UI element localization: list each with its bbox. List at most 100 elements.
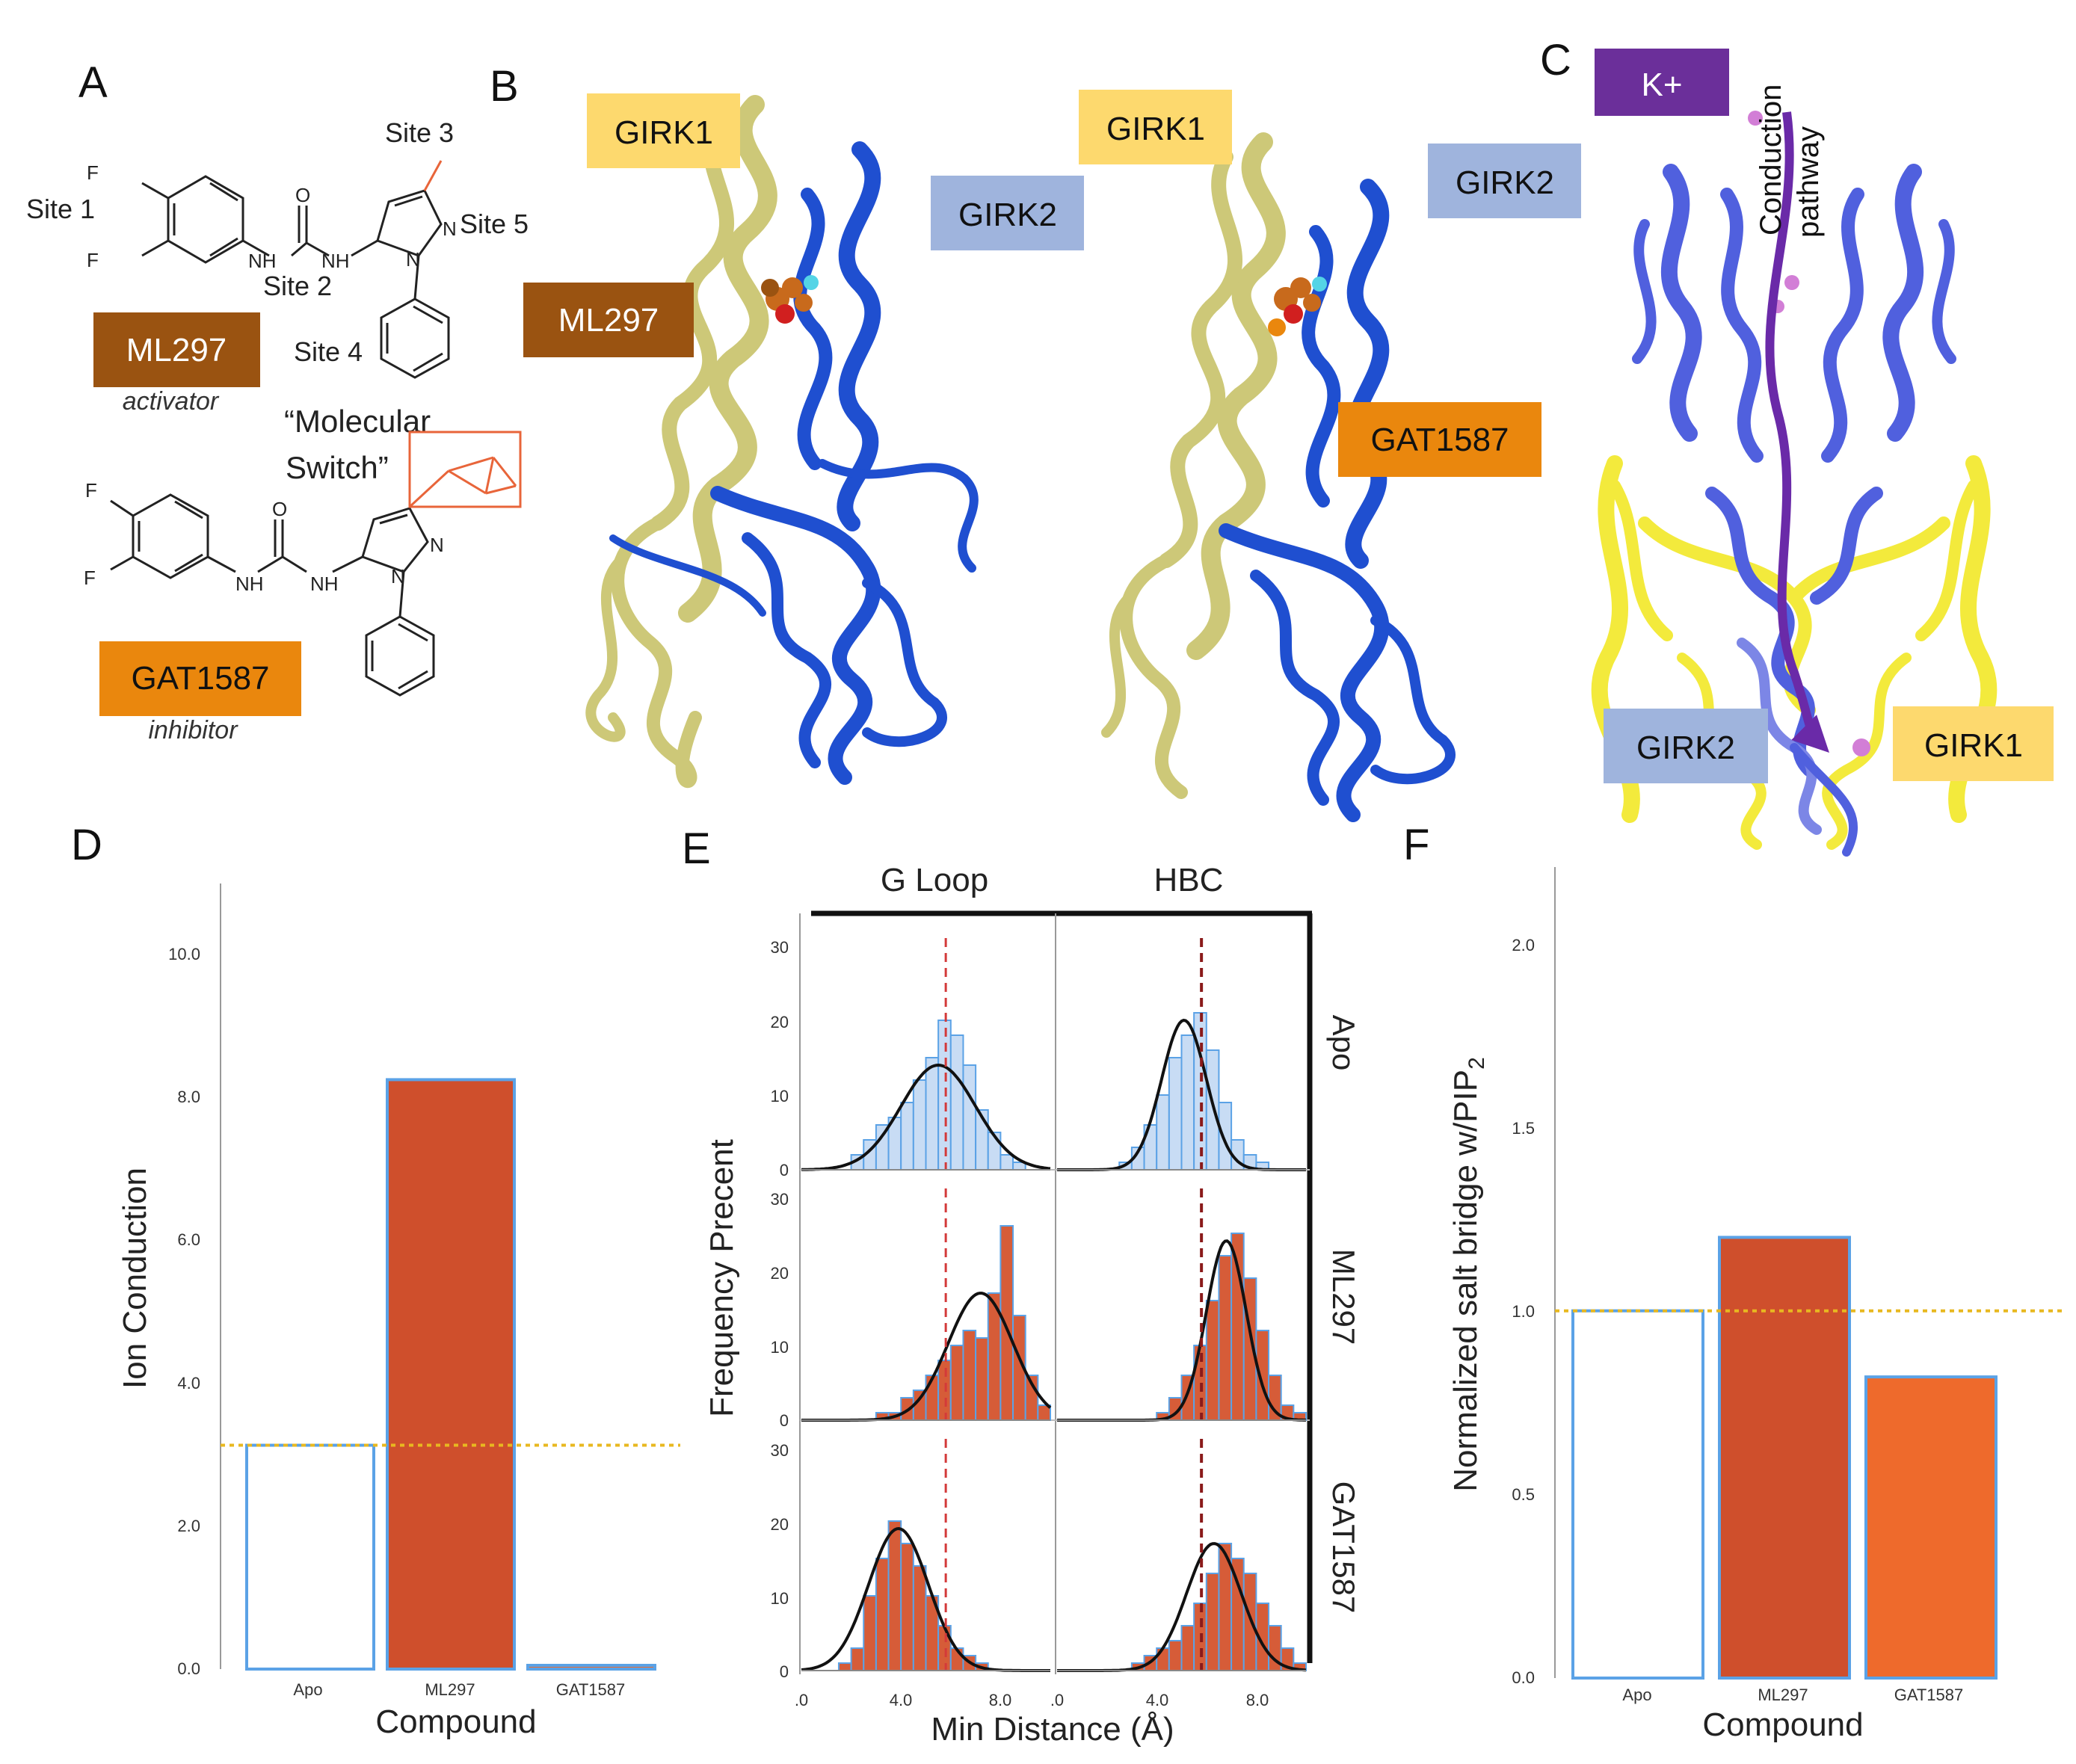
atom-n-3: N [430,534,444,556]
hist-bar-g-loop-gat1587 [937,1625,952,1671]
ml297-ligand-atoms [761,275,819,324]
panel-f-bar-gat1587 [1864,1375,1998,1680]
panel-e-row-apo: Apo [1326,1015,1361,1071]
panel-letter-a: A [78,58,108,107]
label-girk2-b2-text: GIRK2 [1456,164,1554,201]
panel-e-row-gat1587: GAT1587 [1326,1481,1361,1614]
panel-f-y-tick-3: 1.5 [1512,1119,1535,1138]
panel-e-row-ml297: ML297 [1326,1249,1361,1345]
atom-f-4: F [84,567,96,589]
panel-letter-c: C [1540,36,1571,84]
atom-nh-2: NH [321,250,350,272]
panel-letter-e: E [682,824,711,873]
panel-letter-d: D [71,821,102,869]
hist-bar-g-loop-apo [1000,1154,1014,1171]
hist-fit-g-loop-apo [801,1063,1051,1171]
label-girk2-c: GIRK2 [1604,709,1768,783]
panel-e-y-tick-apo-0: 0 [780,1161,789,1179]
hist-bar-hbc-apo [1205,1049,1220,1171]
panel-letter-b: B [490,62,519,111]
hist-bar-g-loop-apo [925,1057,940,1171]
atom-f-2: F [87,249,99,271]
site-5-label: Site 5 [460,209,529,239]
hist-bar-g-loop-apo [900,1102,914,1171]
panel-d-bar-ml297 [386,1078,516,1671]
panel-e-x-tick-h-2: 8.0 [1246,1691,1269,1709]
panel-f-y-title-main: Normalized salt bridge w/PIP [1447,1070,1484,1492]
hist-bar-g-loop-ml297 [975,1337,989,1421]
hist-bar-hbc-apo [1180,1034,1195,1171]
ml297-role: activator [123,387,220,416]
panel-e-y-tick-gat-20: 20 [771,1515,789,1534]
hist-bar-g-loop-gat1587 [912,1565,927,1671]
ml297-label-text: ML297 [126,332,227,368]
panel-c: K+ Conduction pathway GIRK2 GIRK1 [1591,49,2054,857]
panel-d-y-tick-2: 4.0 [177,1374,200,1393]
atom-f-3: F [85,479,97,502]
hist-bar-g-loop-gat1587 [900,1543,914,1671]
gat1587-complex [1101,132,1456,822]
hist-bar-g-loop-gat1587 [875,1558,890,1671]
atom-nh-4: NH [310,573,339,595]
hist-bar-g-loop-ml297 [962,1330,977,1421]
panel-b: GIRK1 GIRK2 ML297 GIRK1 GIRK2 GAT1587 [523,90,1581,822]
panel-d-x-tick-gat1587: GAT1587 [556,1680,626,1699]
panel-d-y-title: Ion Conduction [117,1168,153,1389]
hist-bar-hbc-apo [1168,1057,1183,1171]
hist-bar-g-loop-apo [949,1034,964,1171]
panel-f-bar-apo [1571,1309,1704,1680]
label-girk1-c-text: GIRK1 [1924,727,2023,764]
atom-n-4: N [391,565,405,588]
panel-d-y-tick-1: 2.0 [177,1517,200,1535]
label-gat1587-b: GAT1587 [1338,402,1541,477]
atom-n-1: N [443,218,457,240]
hist-bar-hbc-gat1587 [1156,1647,1170,1671]
site-2-label: Site 2 [263,271,332,301]
panel-e-y-tick-apo-30: 30 [771,938,789,957]
panel-e-hist-layer [801,938,1307,1672]
panel-f-y-title: Normalized salt bridge w/PIP2 [1447,1057,1489,1492]
panel-f-y-title-sub: 2 [1464,1057,1489,1070]
hist-bar-g-loop-ml297 [949,1345,964,1421]
hist-bar-hbc-gat1587 [1180,1625,1195,1671]
molecular-switch-line1: “Molecular [284,404,431,439]
hist-bar-hbc-apo [1218,1102,1233,1171]
panel-d-y-tick-4: 8.0 [177,1088,200,1106]
hist-bar-hbc-gat1587 [1242,1573,1257,1671]
hist-bar-g-loop-apo [912,1079,927,1171]
label-girk1-b1: GIRK1 [587,93,740,168]
panel-e-y-tick-apo-20: 20 [771,1013,789,1031]
panel-f-y-tick-0: 0.0 [1512,1668,1535,1687]
hist-bar-g-loop-gat1587 [837,1662,852,1671]
label-girk2-b1: GIRK2 [931,176,1084,250]
label-girk1-b2-text: GIRK1 [1106,111,1205,147]
panel-d-y-tick-0: 0.0 [177,1659,200,1678]
hist-bar-g-loop-apo [937,1020,952,1171]
label-girk2-b2: GIRK2 [1428,144,1581,218]
panel-d-y-tick-5: 10.0 [168,945,200,963]
label-girk2-c-text: GIRK2 [1636,730,1735,766]
panel-d-chart: 0.0 2.0 4.0 6.0 8.0 10.0 Apo ML297 GAT15… [117,883,680,1740]
panel-e-y-tick-ml297-0: 0 [780,1411,789,1430]
atom-o-2: O [272,498,287,520]
panel-f-x-tick-apo: Apo [1622,1686,1651,1704]
k-ion-4 [1852,738,1870,756]
conduction-label: Conduction [1755,84,1787,235]
molecular-switch-line2: Switch” [286,450,389,485]
hist-bar-hbc-apo [1156,1094,1170,1171]
panel-d-bar-apo [245,1443,375,1671]
molecular-switch-box [408,431,522,508]
ml297-structure [141,160,450,379]
panel-f-y-tick-2: 1.0 [1512,1302,1535,1321]
gat1587-label-text: GAT1587 [131,660,269,697]
panel-e-y-tick-gat-0: 0 [780,1662,789,1681]
panel-f-y-tick-4: 2.0 [1512,936,1535,955]
site-1-label: Site 1 [26,194,95,224]
site-3-label: Site 3 [385,117,454,148]
panel-e-col-gloop: G Loop [881,862,988,898]
label-k-ion: K+ [1595,49,1729,116]
panel-e-y-title: Frequency Precent [703,1139,740,1417]
panel-e-y-tick-gat-30: 30 [771,1441,789,1460]
hist-bar-g-loop-ml297 [1000,1225,1014,1421]
